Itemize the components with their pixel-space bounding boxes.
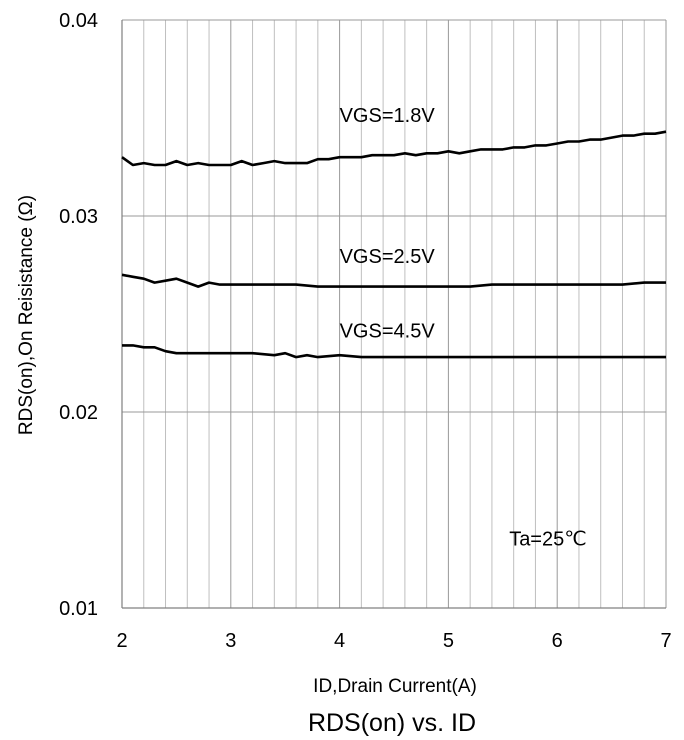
x-tick-label: 5 [443, 630, 454, 652]
x-tick-label: 3 [225, 630, 236, 652]
series-line-3 [122, 344, 666, 359]
y-tick-label: 0.02 [59, 402, 98, 424]
minor-gridlines [143, 20, 645, 608]
series-label-2: VGS=2.5V [340, 246, 436, 268]
x-tick-label: 2 [116, 630, 127, 652]
plot-axes [121, 20, 666, 609]
series-label-1: VGS=1.8V [340, 105, 436, 127]
x-tick-label: 7 [660, 630, 671, 652]
x-tick-label: 4 [334, 630, 345, 652]
series-line-1 [121, 130, 667, 167]
series-line-2 [121, 273, 666, 288]
series-label-3: VGS=4.5V [340, 321, 436, 343]
y-tick-label: 0.04 [59, 10, 98, 32]
x-axis-title: ID,Drain Current(A) [313, 676, 477, 697]
series-labels: VGS=1.8V VGS=2.5V VGS=4.5V [340, 105, 436, 343]
temperature-annotation: Ta=25℃ [509, 528, 587, 550]
series-lines [121, 130, 667, 359]
x-tick-labels: 2 3 4 5 6 7 [116, 630, 671, 652]
y-axis-title: RDS(on),On Reisistance (Ω) [16, 195, 37, 435]
x-tick-label: 6 [552, 630, 563, 652]
chart-title: RDS(on) vs. ID [308, 709, 476, 737]
y-tick-label: 0.03 [59, 206, 98, 228]
y-tick-labels: 0.01 0.02 0.03 0.04 [59, 10, 98, 620]
y-tick-label: 0.01 [59, 598, 98, 620]
